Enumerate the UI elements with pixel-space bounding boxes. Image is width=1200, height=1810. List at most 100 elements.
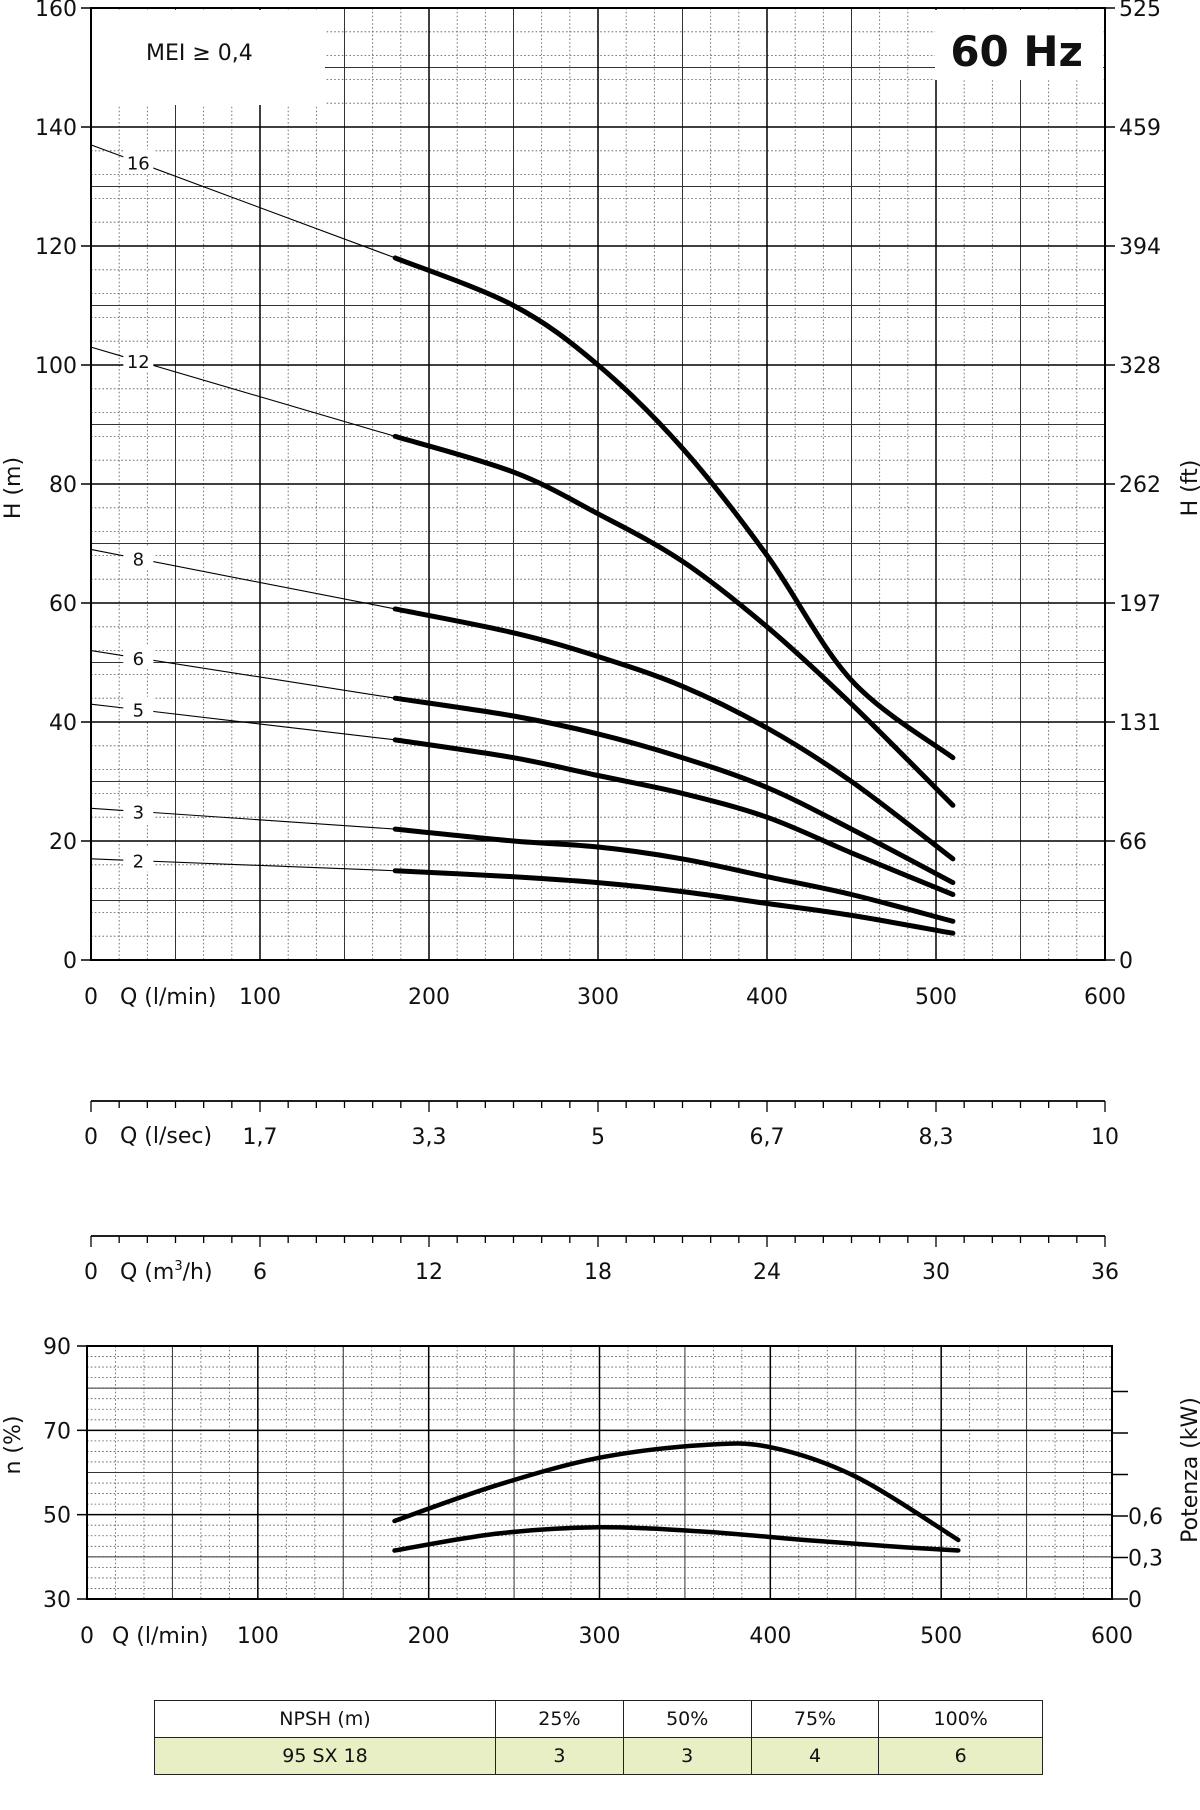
- head-curve-2: [392, 868, 956, 936]
- y-tick-label-left: 120: [35, 235, 77, 260]
- head-curve-16: [392, 255, 956, 761]
- y-tick-label-right: 197: [1119, 592, 1161, 617]
- y-tick-label-right: 262: [1119, 473, 1161, 498]
- y-tick-label-right: 66: [1119, 830, 1147, 855]
- y-tick-label-left: 60: [49, 592, 77, 617]
- axis-tick-label: 6,7: [750, 1125, 785, 1150]
- x-tick-label: 300: [579, 1624, 621, 1649]
- curve-label-3: 3: [133, 803, 144, 824]
- m3h-label-part1: Q (m: [120, 1260, 174, 1285]
- x-tick-label: 600: [1091, 1624, 1133, 1649]
- axis-tick-label: 0: [84, 1260, 98, 1285]
- npsh-header-row: NPSH (m) 25% 50% 75% 100%: [154, 1700, 1043, 1738]
- y-tick-label-right: 131: [1119, 711, 1161, 736]
- y-tick-label-right: 394: [1119, 235, 1161, 260]
- y-tick-label-left: 90: [43, 1335, 71, 1360]
- head-curve-8: [392, 606, 956, 862]
- curve-label-16: 16: [127, 153, 150, 174]
- x-tick-label: 400: [746, 985, 788, 1010]
- y-tick-label-right: 0,3: [1128, 1547, 1163, 1572]
- axis-tick-label: 0: [84, 1125, 98, 1150]
- efficiency-curve: [392, 1441, 961, 1543]
- x-axis-label-lmin: Q (l/min): [120, 985, 217, 1010]
- x-tick-label: 500: [915, 985, 957, 1010]
- head-curve-5: [392, 737, 956, 897]
- curve-label-6: 6: [133, 649, 144, 670]
- npsh-value-cell: 6: [878, 1737, 1043, 1775]
- efficiency-axis-ticks: 30 50 70 90 0 0,3 0,6 0 100 200 300 400 500 600: [43, 1335, 1163, 1649]
- npsh-value-cell: 3: [495, 1737, 624, 1775]
- axis-tick-label: 18: [584, 1260, 612, 1285]
- y-tick-label-left: 140: [35, 116, 77, 141]
- y-tick-label-right: 0: [1128, 1588, 1142, 1613]
- axis-tick-label: 8,3: [919, 1125, 954, 1150]
- axis-tick-label: 24: [753, 1260, 781, 1285]
- axis-tick-label: 12: [415, 1260, 443, 1285]
- x-tick-label: 200: [408, 985, 450, 1010]
- y-tick-label-left: 0: [63, 949, 77, 974]
- y-tick-label-left: 160: [35, 0, 77, 22]
- power-curve: [392, 1525, 961, 1553]
- mei-annotation: MEI ≥ 0,4: [146, 41, 253, 66]
- npsh-header-cell: NPSH (m): [154, 1700, 496, 1738]
- npsh-header-cell: 75%: [750, 1700, 880, 1738]
- y-tick-label-right: 525: [1119, 0, 1161, 22]
- head-curve-3: [392, 826, 956, 924]
- flow-axis-m3h: 0 6 12 18 24 30 36: [84, 1235, 1119, 1285]
- head-curves: 16 12 8 6 5 3 2: [90, 144, 956, 936]
- title-box: [935, 10, 1103, 80]
- x-tick-label: 200: [408, 1624, 450, 1649]
- curve-label-bg: [123, 645, 154, 670]
- x-tick-label: 100: [239, 985, 281, 1010]
- y-axis-label-left: H (m): [1, 457, 26, 519]
- x-tick-label: 0: [80, 1624, 94, 1649]
- x-axis-label-m3h: Q (m3/h): [120, 1259, 213, 1285]
- axis-tick-label: 6: [253, 1260, 267, 1285]
- curve-label-8: 8: [133, 550, 144, 571]
- curve-label-12: 12: [127, 352, 150, 373]
- x-tick-label: 400: [749, 1624, 791, 1649]
- m3h-label-superscript: 3: [174, 1259, 182, 1274]
- x-axis-label-lsec: Q (l/sec): [120, 1124, 212, 1149]
- y-axis-label-right: H (ft): [1178, 460, 1200, 517]
- x-tick-label: 100: [237, 1624, 279, 1649]
- y-tick-label-right: 0,6: [1128, 1505, 1163, 1530]
- curve-label-bg: [123, 847, 154, 872]
- efficiency-power-curves: [392, 1441, 961, 1553]
- npsh-value-cell: 3: [622, 1737, 752, 1775]
- axis-tick-label: 3,3: [412, 1125, 447, 1150]
- curve-label-2: 2: [133, 852, 144, 873]
- axis-tick-label: 1,7: [243, 1125, 278, 1150]
- y-tick-label-right: 328: [1119, 354, 1161, 379]
- head-curve-12: [392, 433, 956, 808]
- curve-label-bg: [123, 348, 154, 373]
- y-tick-label-left: 100: [35, 354, 77, 379]
- npsh-data-row: 95 SX 18 3 3 4 6: [154, 1737, 1043, 1775]
- y-tick-label-left: 30: [43, 1588, 71, 1613]
- y-axis-label-power: Potenza (kW): [1178, 1397, 1200, 1543]
- npsh-header-cell: 100%: [878, 1700, 1043, 1738]
- head-axis-ticks: 0204060801001201401600661311972623283944…: [35, 0, 1161, 1010]
- curve-label-bg: [123, 545, 154, 570]
- y-tick-label-left: 70: [43, 1419, 71, 1444]
- x-axis-label-lmin-bottom: Q (l/min): [112, 1624, 209, 1649]
- npsh-table: NPSH (m) 25% 50% 75% 100% 95 SX 18 3 3 4…: [154, 1700, 1043, 1775]
- x-tick-label: 0: [84, 985, 98, 1010]
- efficiency-chart-frame: [86, 1345, 1113, 1600]
- head-chart-grid: [90, 7, 1105, 961]
- npsh-header-cell: 50%: [622, 1700, 752, 1738]
- curve-label-bg: [123, 798, 154, 823]
- axis-tick-label: 36: [1091, 1260, 1119, 1285]
- y-tick-label-left: 80: [49, 473, 77, 498]
- x-tick-label: 300: [577, 985, 619, 1010]
- y-tick-label-left: 40: [49, 711, 77, 736]
- axis-tick-label: 10: [1091, 1125, 1119, 1150]
- efficiency-chart-grid: [86, 1345, 1112, 1600]
- curve-label-bg: [123, 149, 154, 174]
- y-axis-label-efficiency: n (%): [1, 1415, 26, 1474]
- npsh-model-cell: 95 SX 18: [154, 1737, 496, 1775]
- y-tick-label-right: 0: [1119, 949, 1133, 974]
- x-tick-label: 500: [920, 1624, 962, 1649]
- m3h-label-part2: /h): [183, 1260, 213, 1285]
